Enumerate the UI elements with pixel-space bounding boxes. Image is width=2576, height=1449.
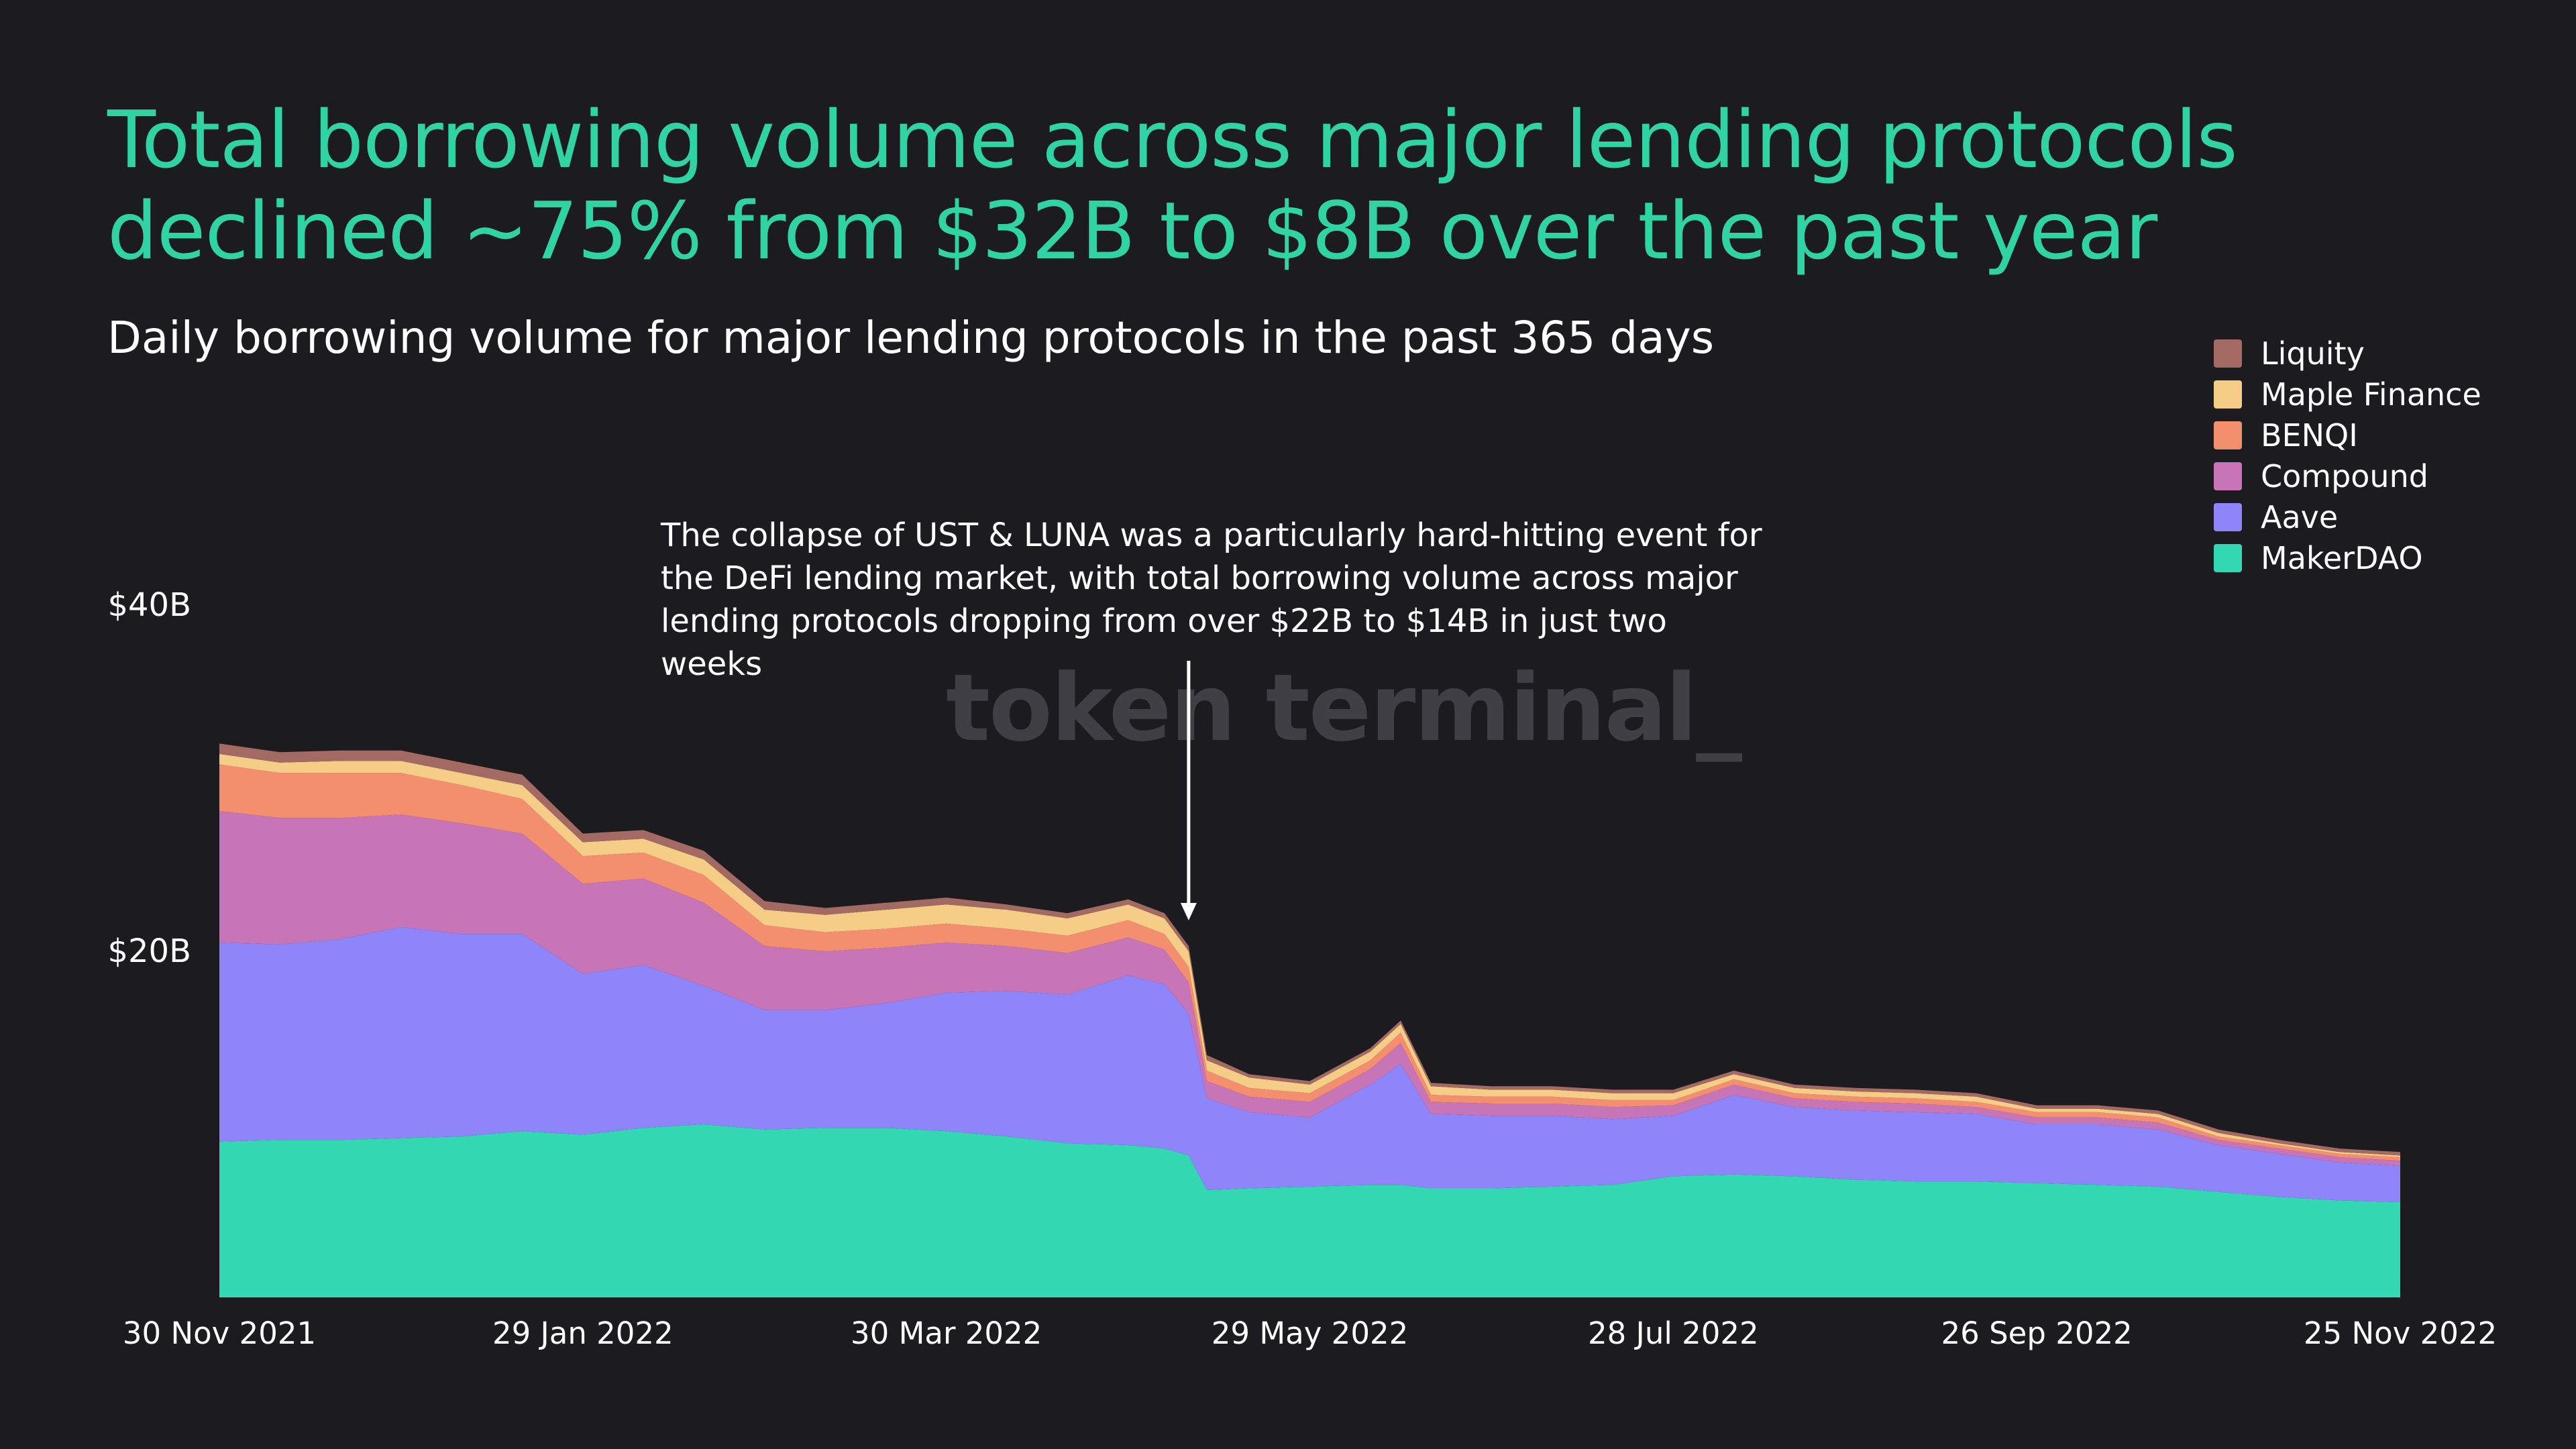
annotation-line-3: lending protocols dropping from over $22… — [661, 602, 1667, 683]
title-line-1: Total borrowing volume across major lend… — [107, 93, 2238, 186]
y-tick-label: $40B — [107, 586, 191, 624]
title-line-2: declined ~75% from $32B to $8B over the … — [107, 184, 2157, 277]
chart-subtitle: Daily borrowing volume for major lending… — [107, 312, 1715, 364]
legend-label-benqi: BENQI — [2261, 417, 2358, 453]
x-tick-label: 30 Nov 2021 — [123, 1316, 316, 1351]
legend-item-maple-finance: Maple Finance — [2214, 374, 2481, 415]
area-compound — [219, 811, 2400, 1166]
legend-swatch-benqi — [2214, 421, 2242, 449]
legend-swatch-aave — [2214, 502, 2242, 531]
x-tick-label: 29 Jan 2022 — [492, 1316, 674, 1351]
legend: Liquity Maple Finance BENQI Compound Aav… — [2214, 333, 2481, 578]
legend-label-liquity: Liquity — [2261, 335, 2365, 372]
legend-item-benqi: BENQI — [2214, 415, 2481, 455]
x-tick-label: 28 Jul 2022 — [1588, 1316, 1759, 1351]
legend-item-liquity: Liquity — [2214, 333, 2481, 374]
area-benqi — [219, 764, 2400, 1161]
legend-item-compound: Compound — [2214, 455, 2481, 496]
legend-swatch-compound — [2214, 462, 2242, 490]
x-tick-label: 25 Nov 2022 — [2304, 1316, 2497, 1351]
watermark-logo: token terminal_ — [946, 654, 1742, 762]
area-aave — [219, 926, 2400, 1203]
legend-swatch-makerdao — [2214, 543, 2242, 572]
chart-title: Total borrowing volume across major lend… — [107, 94, 2321, 276]
ust-luna-annotation: The collapse of UST & LUNA was a particu… — [661, 514, 1768, 686]
annotation-arrow-head — [1180, 903, 1197, 920]
y-tick-label: $20B — [107, 932, 191, 970]
x-tick-label: 30 Mar 2022 — [851, 1316, 1042, 1351]
x-tick-label: 29 May 2022 — [1212, 1316, 1408, 1351]
legend-item-aave: Aave — [2214, 496, 2481, 537]
legend-swatch-maple-finance — [2214, 380, 2242, 409]
annotation-line-1: The collapse of UST & LUNA was a particu… — [661, 517, 1762, 554]
legend-swatch-liquity — [2214, 339, 2242, 368]
legend-label-aave: Aave — [2261, 498, 2339, 535]
legend-label-compound: Compound — [2261, 458, 2428, 494]
x-tick-label: 26 Sep 2022 — [1941, 1316, 2133, 1351]
legend-label-makerdao: MakerDAO — [2261, 539, 2423, 576]
legend-item-makerdao: MakerDAO — [2214, 537, 2481, 578]
legend-label-maple-finance: Maple Finance — [2261, 376, 2481, 413]
annotation-line-2: the DeFi lending market, with total borr… — [661, 559, 1738, 597]
area-makerdao — [219, 1124, 2400, 1297]
